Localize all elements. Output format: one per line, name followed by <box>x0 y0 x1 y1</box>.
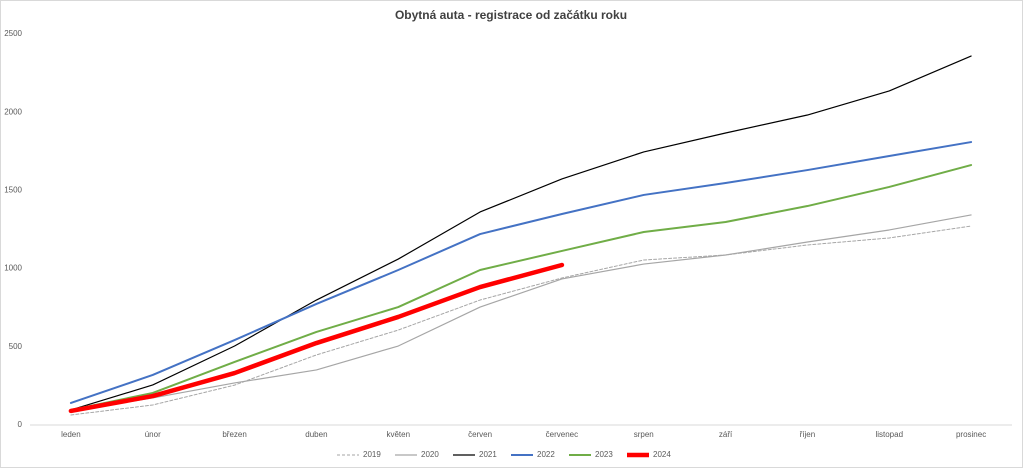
x-tick-label: leden <box>61 430 81 439</box>
legend-label: 2021 <box>479 450 497 459</box>
x-tick-label: květen <box>386 430 410 439</box>
y-tick-label: 1000 <box>4 264 22 273</box>
x-tick-label: červenec <box>546 430 578 439</box>
series-line <box>68 262 565 414</box>
y-tick-label: 1500 <box>4 186 22 195</box>
series-line <box>69 141 973 404</box>
legend-label: 2020 <box>421 450 439 459</box>
x-tick-label: prosinec <box>956 430 986 439</box>
x-tick-label: září <box>719 430 733 439</box>
x-tick-label: březen <box>222 430 246 439</box>
y-tick-label: 2500 <box>4 29 22 38</box>
x-tick-label: říjen <box>800 430 816 439</box>
x-tick-label: duben <box>305 430 327 439</box>
x-tick-label: únor <box>145 430 161 439</box>
series-line <box>69 164 973 411</box>
series-line <box>70 214 972 412</box>
y-tick-label: 0 <box>18 420 23 429</box>
chart-title: Obytná auta - registrace od začátku roku <box>395 8 627 22</box>
series-line <box>70 55 972 411</box>
x-tick-label: srpen <box>634 430 654 439</box>
x-tick-label: listopad <box>875 430 903 439</box>
legend-label: 2022 <box>537 450 555 459</box>
x-tick-label: červen <box>468 430 492 439</box>
y-tick-label: 500 <box>9 342 23 351</box>
legend-label: 2019 <box>363 450 381 459</box>
series-line <box>70 225 972 416</box>
legend-label: 2023 <box>595 450 613 459</box>
y-tick-label: 2000 <box>4 107 22 116</box>
legend-label: 2024 <box>653 450 671 459</box>
